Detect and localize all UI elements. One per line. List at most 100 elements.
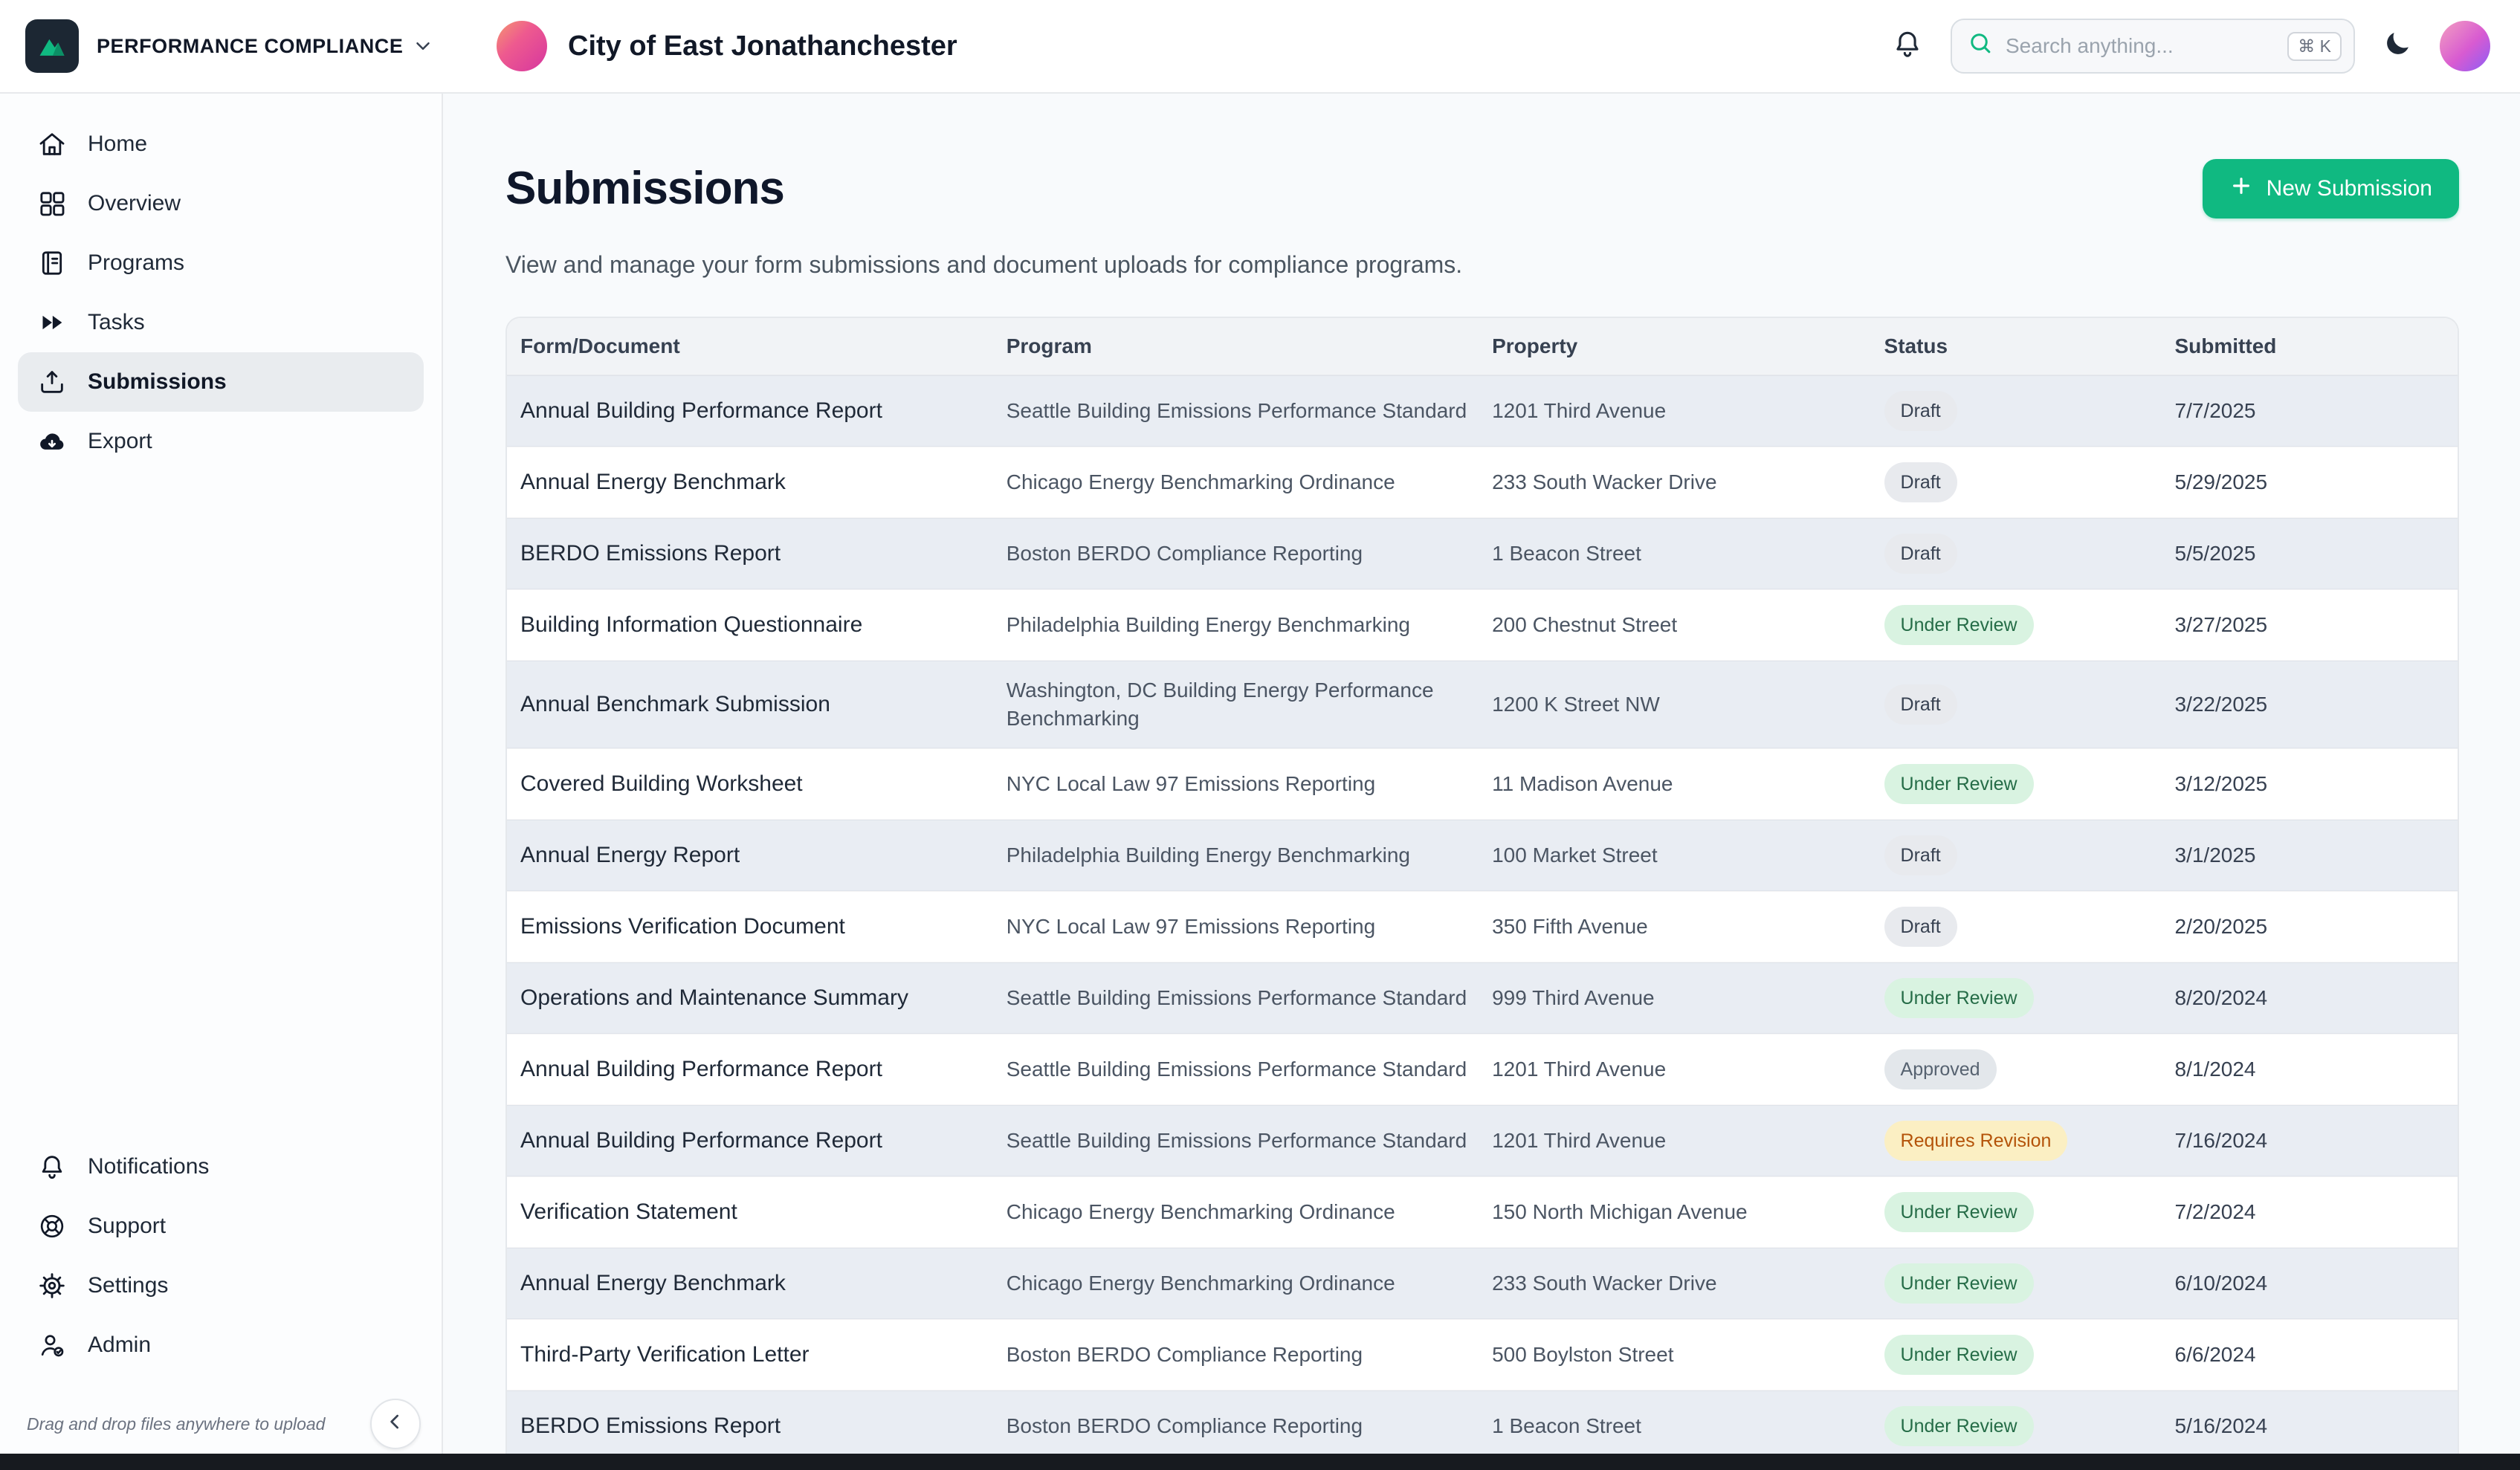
cell-submitted: 3/22/2025 xyxy=(2174,660,2458,748)
upload-tray-icon xyxy=(36,367,68,397)
app-switcher[interactable]: PERFORMANCE COMPLIANCE xyxy=(97,35,434,58)
cell-form: Annual Energy Report xyxy=(507,819,1007,891)
column-header-program: Program xyxy=(1006,318,1493,375)
sidebar-item-label: Support xyxy=(88,1214,167,1238)
mountain-logo-icon xyxy=(39,39,65,56)
grid-icon xyxy=(36,189,68,218)
cell-submitted: 8/20/2024 xyxy=(2174,962,2458,1034)
table-row[interactable]: Annual Building Performance Report Seatt… xyxy=(507,1033,2458,1105)
org-header: City of East Jonathanchester xyxy=(497,21,957,71)
cell-property: 1 Beacon Street xyxy=(1492,517,1884,589)
search-icon xyxy=(1967,30,1994,62)
sidebar-item-overview[interactable]: Overview xyxy=(18,174,424,233)
lifebuoy-icon xyxy=(36,1211,68,1241)
cell-program: Philadelphia Building Energy Benchmarkin… xyxy=(1006,819,1493,891)
table-row[interactable]: Covered Building Worksheet NYC Local Law… xyxy=(507,748,2458,820)
cell-submitted: 3/12/2025 xyxy=(2174,748,2458,820)
cell-status: Draft xyxy=(1884,890,2175,962)
notifications-button[interactable] xyxy=(1888,25,1927,68)
table-row[interactable]: Building Information Questionnaire Phila… xyxy=(507,589,2458,661)
search-shortcut: ⌘ K xyxy=(2287,31,2342,61)
cell-property: 100 Market Street xyxy=(1492,819,1884,891)
submissions-table-body: Annual Building Performance Report Seatt… xyxy=(507,375,2458,1470)
cell-form: Annual Energy Benchmark xyxy=(507,1247,1007,1319)
document-icon xyxy=(36,248,68,278)
cell-property: 1201 Third Avenue xyxy=(1492,1033,1884,1105)
submissions-table: Form/Document Program Property Status Su… xyxy=(505,317,2459,1470)
sidebar-item-export[interactable]: Export xyxy=(18,412,424,471)
status-badge: Under Review xyxy=(1884,605,2034,645)
cell-form: Emissions Verification Document xyxy=(507,890,1007,962)
cell-program: NYC Local Law 97 Emissions Reporting xyxy=(1006,890,1493,962)
chevron-down-icon xyxy=(412,35,434,57)
cell-status: Under Review xyxy=(1884,1318,2175,1390)
sidebar-item-admin[interactable]: Admin xyxy=(18,1315,424,1375)
cell-form: Annual Building Performance Report xyxy=(507,375,1007,447)
sidebar-item-settings[interactable]: Settings xyxy=(18,1256,424,1315)
cell-submitted: 7/2/2024 xyxy=(2174,1176,2458,1248)
status-badge: Draft xyxy=(1884,534,1957,574)
cell-submitted: 5/5/2025 xyxy=(2174,517,2458,589)
chevron-left-icon xyxy=(384,1410,407,1439)
cell-form: Annual Benchmark Submission xyxy=(507,660,1007,748)
table-row[interactable]: Annual Building Performance Report Seatt… xyxy=(507,375,2458,447)
table-row[interactable]: Annual Energy Benchmark Chicago Energy B… xyxy=(507,446,2458,518)
cell-form: Building Information Questionnaire xyxy=(507,589,1007,661)
cell-program: Philadelphia Building Energy Benchmarkin… xyxy=(1006,589,1493,661)
table-row[interactable]: Emissions Verification Document NYC Loca… xyxy=(507,890,2458,962)
table-row[interactable]: Verification Statement Chicago Energy Be… xyxy=(507,1176,2458,1248)
table-row[interactable]: Annual Energy Benchmark Chicago Energy B… xyxy=(507,1247,2458,1319)
cell-program: Seattle Building Emissions Performance S… xyxy=(1006,375,1493,447)
table-row[interactable]: Annual Energy Report Philadelphia Buildi… xyxy=(507,819,2458,891)
sidebar-item-home[interactable]: Home xyxy=(18,114,424,174)
cell-status: Under Review xyxy=(1884,1390,2175,1462)
cell-program: Washington, DC Building Energy Performan… xyxy=(1006,660,1493,748)
cell-submitted: 5/29/2025 xyxy=(2174,446,2458,518)
bottom-strip xyxy=(0,1454,2520,1470)
table-row[interactable]: Third-Party Verification Letter Boston B… xyxy=(507,1318,2458,1390)
cell-program: Seattle Building Emissions Performance S… xyxy=(1006,962,1493,1034)
sidebar-item-tasks[interactable]: Tasks xyxy=(18,293,424,352)
status-badge: Draft xyxy=(1884,462,1957,502)
home-icon xyxy=(36,129,68,159)
cell-property: 350 Fifth Avenue xyxy=(1492,890,1884,962)
column-header-status: Status xyxy=(1884,318,2175,375)
sidebar-footer: Drag and drop files anywhere to upload xyxy=(18,1375,424,1449)
sidebar-item-label: Tasks xyxy=(88,310,145,334)
cell-status: Under Review xyxy=(1884,1247,2175,1319)
column-header-form: Form/Document xyxy=(507,318,1007,375)
new-submission-button[interactable]: New Submission xyxy=(2202,159,2459,218)
cell-form: Operations and Maintenance Summary xyxy=(507,962,1007,1034)
bell-icon xyxy=(36,1152,68,1182)
sidebar-item-notifications[interactable]: Notifications xyxy=(18,1137,424,1197)
cell-property: 150 North Michigan Avenue xyxy=(1492,1176,1884,1248)
cell-property: 200 Chestnut Street xyxy=(1492,589,1884,661)
table-row[interactable]: BERDO Emissions Report Boston BERDO Comp… xyxy=(507,1390,2458,1462)
sidebar-item-label: Settings xyxy=(88,1273,169,1298)
status-badge: Under Review xyxy=(1884,978,2034,1018)
search-input[interactable] xyxy=(2006,34,2276,58)
sidebar-item-label: Programs xyxy=(88,250,185,275)
search-box[interactable]: ⌘ K xyxy=(1951,19,2355,74)
sidebar-item-submissions[interactable]: Submissions xyxy=(18,352,424,412)
table-row[interactable]: Operations and Maintenance Summary Seatt… xyxy=(507,962,2458,1034)
table-row[interactable]: Annual Benchmark Submission Washington, … xyxy=(507,660,2458,748)
sidebar-collapse-button[interactable] xyxy=(370,1399,421,1449)
cell-status: Draft xyxy=(1884,819,2175,891)
app-name: PERFORMANCE COMPLIANCE xyxy=(97,34,404,57)
user-avatar[interactable] xyxy=(2440,21,2490,71)
table-row[interactable]: Annual Building Performance Report Seatt… xyxy=(507,1104,2458,1176)
sidebar-item-programs[interactable]: Programs xyxy=(18,233,424,293)
table-row[interactable]: BERDO Emissions Report Boston BERDO Comp… xyxy=(507,517,2458,589)
page-title: Submissions xyxy=(505,163,785,214)
cell-status: Under Review xyxy=(1884,1176,2175,1248)
main-content: Submissions New Submission View and mana… xyxy=(443,94,2520,1470)
cell-status: Requires Revision xyxy=(1884,1104,2175,1176)
theme-toggle-button[interactable] xyxy=(2379,25,2416,68)
column-header-property: Property xyxy=(1492,318,1884,375)
sidebar-item-label: Notifications xyxy=(88,1154,210,1179)
cell-program: Boston BERDO Compliance Reporting xyxy=(1006,517,1493,589)
sidebar-item-support[interactable]: Support xyxy=(18,1197,424,1256)
status-badge: Draft xyxy=(1884,907,1957,947)
cell-program: Seattle Building Emissions Performance S… xyxy=(1006,1104,1493,1176)
